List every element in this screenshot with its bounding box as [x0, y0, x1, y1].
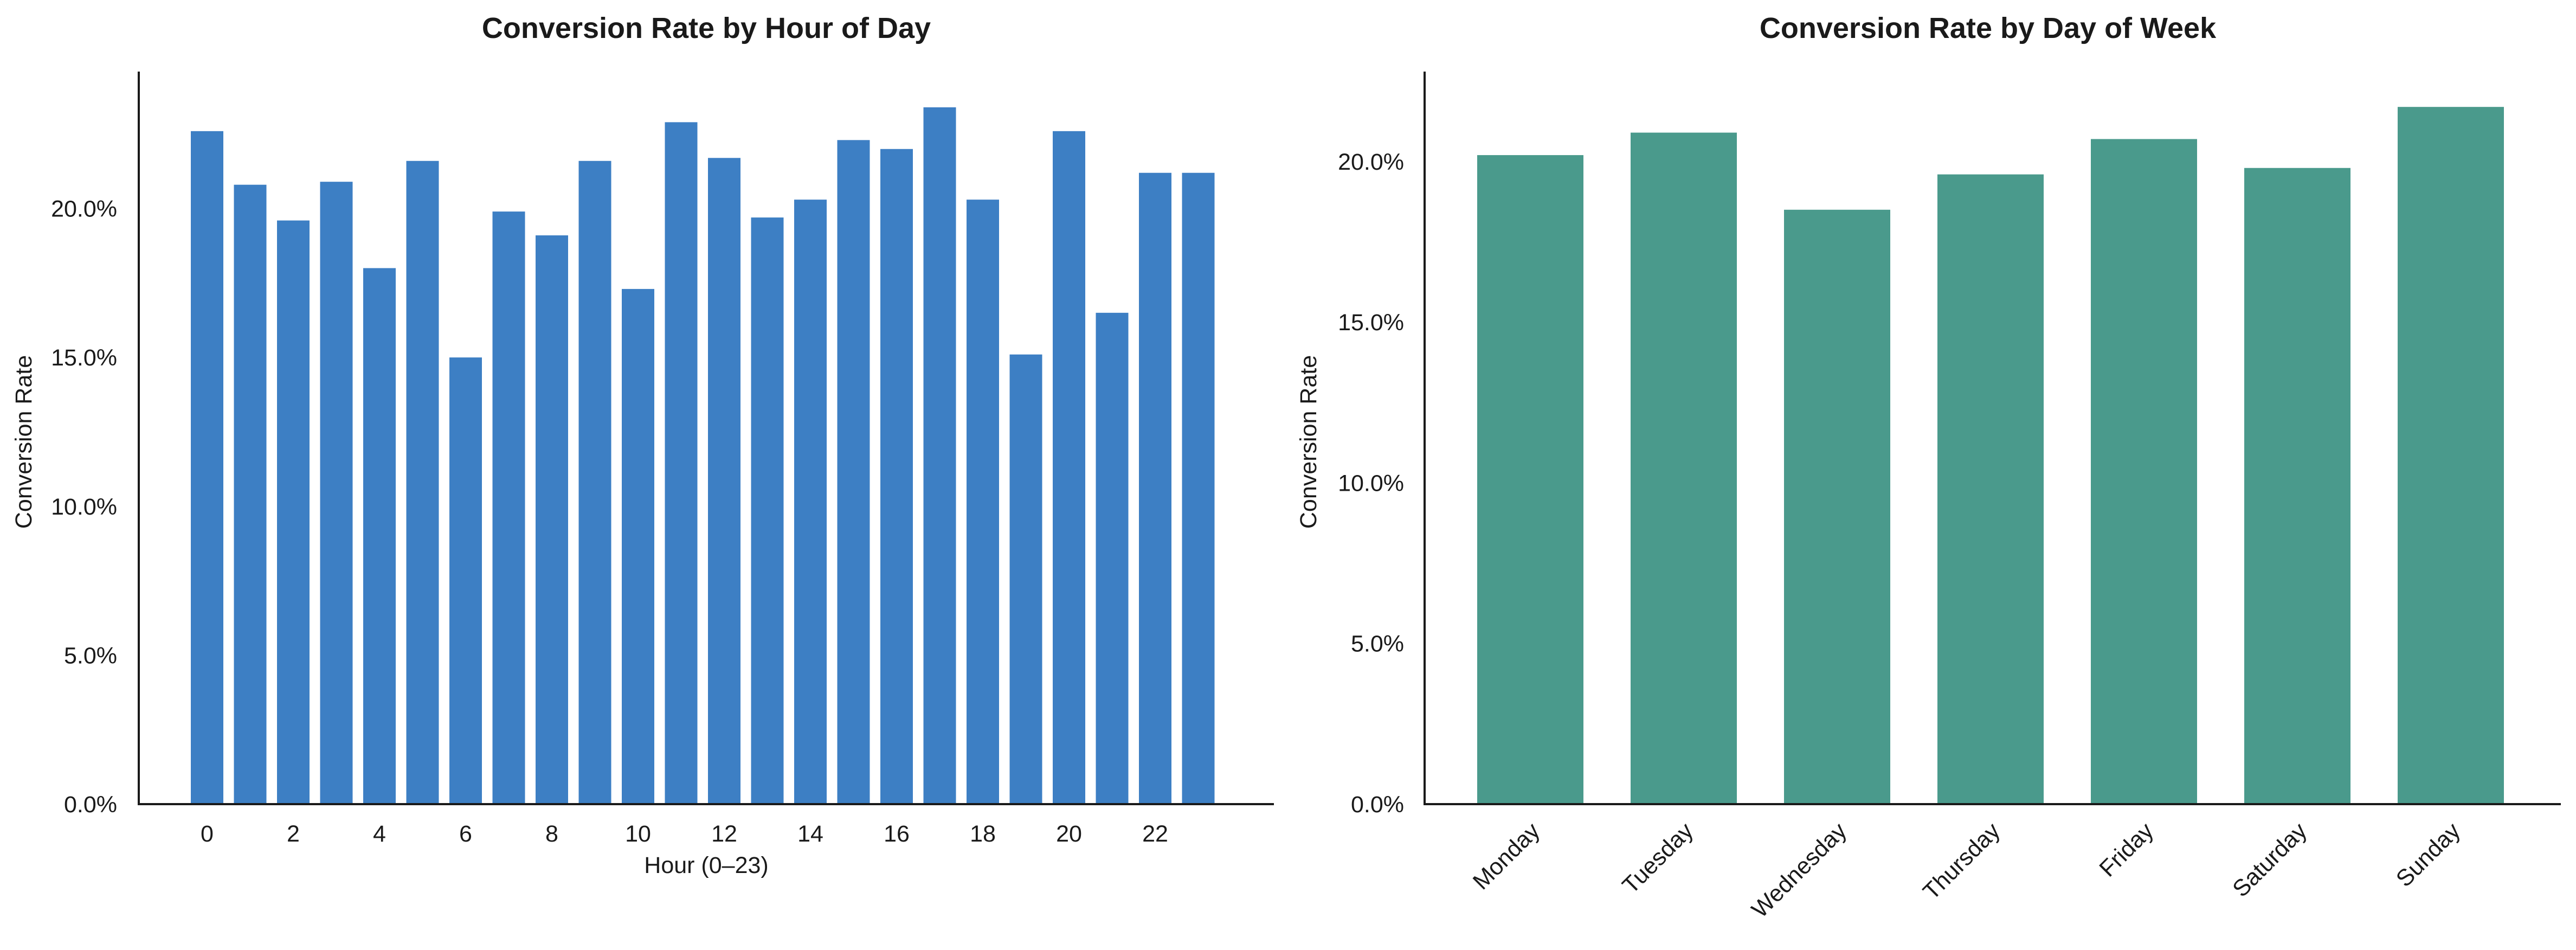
day-chart-y-tick-label: 10.0% — [1338, 470, 1404, 496]
hour-chart-bar-20 — [1053, 131, 1085, 804]
hour-chart-x-tick-label: 16 — [884, 821, 910, 847]
day-chart-bar-sunday — [2398, 107, 2504, 805]
hour-chart-x-tick-label: 18 — [970, 821, 996, 847]
hour-chart-bar-15 — [837, 140, 870, 805]
day-chart-x-tick-label: Saturday — [2227, 818, 2312, 902]
hour-chart-xlabel: Hour (0–23) — [644, 852, 768, 878]
hour-chart-bar-19 — [1009, 354, 1042, 804]
hour-chart-x-tick-label: 0 — [201, 821, 214, 847]
day-chart-y-tick-label: 0.0% — [1351, 792, 1404, 818]
day-chart-title: Conversion Rate by Day of Week — [1760, 12, 2217, 44]
day-chart-bar-tuesday — [1631, 132, 1737, 804]
hour-chart-bar-6 — [449, 357, 482, 804]
hour-chart-bar-22 — [1139, 172, 1171, 804]
hour-chart-bar-4 — [363, 268, 396, 805]
hour-chart-bar-7 — [492, 211, 525, 804]
hour-chart-title: Conversion Rate by Hour of Day — [482, 12, 931, 44]
hour-chart-x-tick-label: 14 — [797, 821, 823, 847]
day-chart-y-tick-label: 20.0% — [1338, 149, 1404, 175]
day-chart-x-ticks: Monday Tuesday Wednesday Thursday Friday Satu… — [1468, 818, 2465, 923]
day-chart-bar-saturday — [2244, 168, 2350, 804]
hour-chart-bar-3 — [320, 182, 353, 804]
hour-chart-bar-10 — [622, 288, 654, 804]
hour-chart-bar-21 — [1096, 312, 1129, 804]
hour-chart-bar-14 — [794, 200, 827, 805]
hour-chart-y-tick-label: 20.0% — [51, 196, 117, 222]
hour-chart-x-tick-label: 8 — [545, 821, 558, 847]
hour-chart-y-tick-label: 15.0% — [51, 345, 117, 371]
hour-chart-x-ticks: 0 2 4 6 8 10 12 14 16 18 20 22 — [201, 821, 1168, 847]
hour-chart-bars — [191, 107, 1215, 805]
hour-chart-bar-9 — [578, 161, 611, 804]
hour-chart-x-tick-label: 10 — [625, 821, 651, 847]
hour-chart-y-tick-label: 5.0% — [64, 643, 117, 669]
hour-chart-ylabel: Conversion Rate — [11, 355, 37, 529]
hour-chart-bar-18 — [967, 200, 999, 805]
day-chart-x-tick-label: Thursday — [1918, 818, 2005, 905]
hour-chart-bar-13 — [751, 217, 784, 805]
day-chart-y-ticks: 0.0% 5.0% 10.0% 15.0% 20.0% — [1338, 149, 1404, 818]
day-chart-x-tick-label: Friday — [2095, 818, 2159, 882]
hour-chart-bar-0 — [191, 131, 223, 804]
hour-chart-bar-2 — [277, 220, 310, 804]
day-chart-bar-friday — [2091, 139, 2197, 804]
hour-chart-y-tick-label: 10.0% — [51, 494, 117, 520]
day-chart-bar-wednesday — [1784, 209, 1890, 805]
day-chart-ylabel: Conversion Rate — [1296, 355, 1322, 529]
day-chart-y-tick-label: 5.0% — [1351, 631, 1404, 657]
hour-chart-x-tick-label: 6 — [459, 821, 472, 847]
day-chart-bar-thursday — [1937, 174, 2044, 805]
hour-chart-x-tick-label: 12 — [711, 821, 737, 847]
day-chart-x-tick-label: Wednesday — [1747, 818, 1852, 923]
day-chart-bars — [1477, 107, 2504, 805]
hour-chart-bar-11 — [665, 122, 698, 804]
hour-chart-x-tick-label: 22 — [1142, 821, 1168, 847]
day-chart-x-tick-label: Monday — [1468, 818, 1545, 895]
day-chart-bar-monday — [1477, 155, 1583, 804]
day-chart-x-tick-label: Tuesday — [1618, 818, 1699, 899]
hour-chart-x-tick-label: 20 — [1056, 821, 1082, 847]
hour-chart-panel: Conversion Rate by Hour of Day Hour (0–2… — [11, 12, 1274, 878]
day-chart-y-tick-label: 15.0% — [1338, 310, 1404, 336]
hour-chart-bar-1 — [234, 184, 267, 805]
hour-chart-x-tick-label: 4 — [373, 821, 386, 847]
day-chart-panel: Conversion Rate by Day of Week Conversio… — [1296, 12, 2561, 923]
hour-chart-bar-5 — [406, 161, 439, 804]
hour-chart-y-tick-label: 0.0% — [64, 792, 117, 818]
hour-chart-y-ticks: 0.0% 5.0% 10.0% 15.0% 20.0% — [51, 196, 117, 818]
hour-chart-bar-23 — [1182, 172, 1215, 804]
hour-chart-bar-12 — [708, 158, 740, 805]
hour-chart-bar-17 — [923, 107, 956, 804]
hour-chart-x-tick-label: 2 — [287, 821, 300, 847]
hour-chart-bar-8 — [536, 235, 568, 804]
day-chart-x-tick-label: Sunday — [2391, 818, 2465, 892]
hour-chart-bar-16 — [880, 149, 913, 805]
